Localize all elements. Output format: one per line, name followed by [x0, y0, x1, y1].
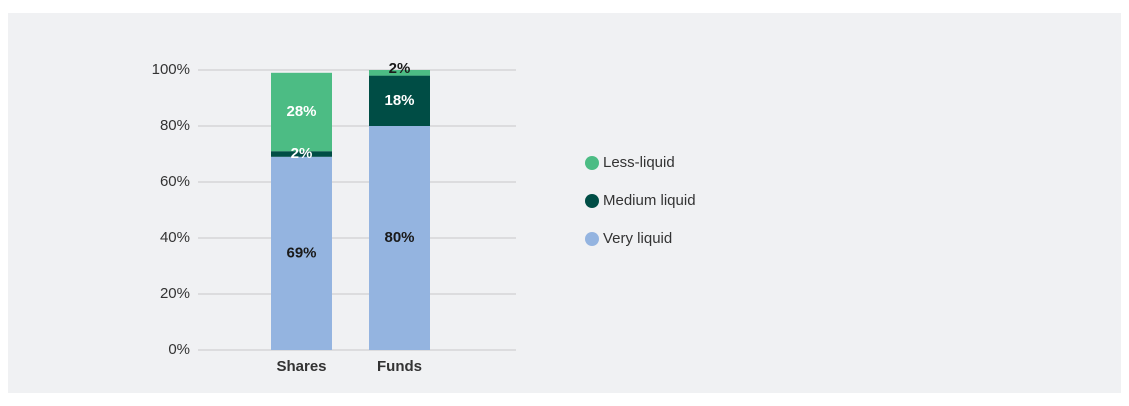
y-tick-label: 60% [160, 173, 190, 190]
data-label: 2% [291, 145, 313, 162]
bar-segment [271, 156, 332, 350]
legend-swatch [585, 156, 599, 170]
bar-segment [369, 126, 430, 350]
data-label: 28% [286, 103, 316, 120]
y-tick-label: 20% [160, 285, 190, 302]
x-tick-label: Shares [276, 358, 326, 375]
data-label: 80% [384, 229, 414, 246]
legend-label: Medium liquid [603, 192, 696, 209]
y-tick-label: 0% [168, 341, 190, 358]
bar-segment [271, 72, 332, 152]
legend-swatch [585, 232, 599, 246]
legend-label: Very liquid [603, 230, 672, 247]
data-label: 18% [384, 92, 414, 109]
bar-segment [369, 70, 430, 76]
y-tick-label: 100% [152, 61, 190, 78]
bar-segment [369, 75, 430, 126]
panel [8, 13, 1121, 393]
data-label: 69% [286, 244, 316, 261]
legend-label: Less-liquid [603, 154, 675, 171]
x-tick-label: Funds [377, 358, 422, 375]
y-tick-label: 40% [160, 229, 190, 246]
data-label: 2% [389, 60, 411, 77]
y-tick-label: 80% [160, 117, 190, 134]
legend-swatch [585, 194, 599, 208]
bar-segment [271, 151, 332, 157]
